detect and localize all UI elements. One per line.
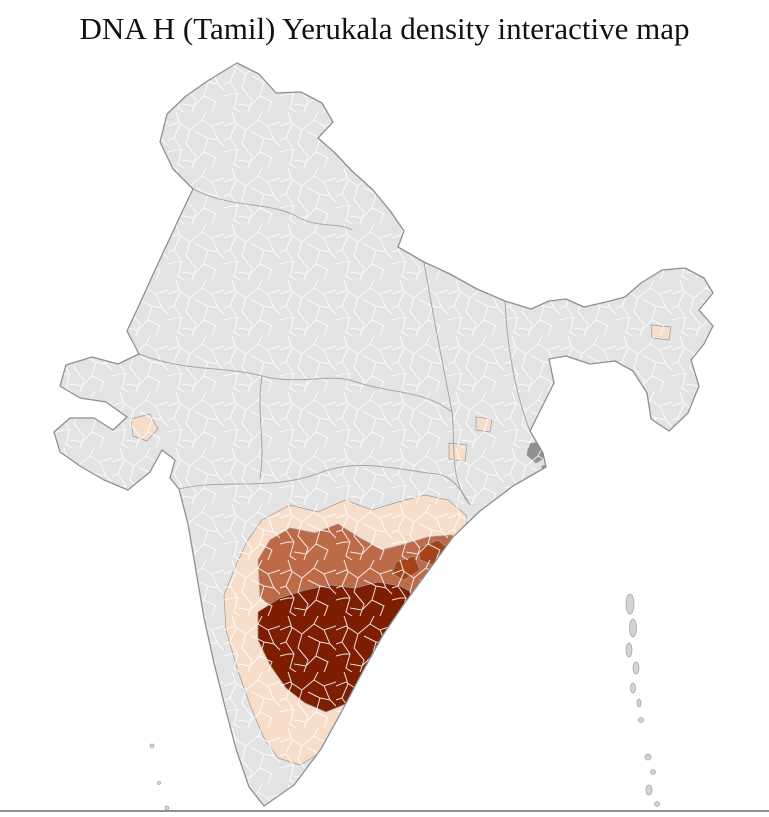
lakshadweep-islands[interactable] xyxy=(149,743,170,811)
country-outline xyxy=(53,62,714,807)
island xyxy=(644,753,652,761)
island xyxy=(164,805,170,811)
island xyxy=(630,682,636,694)
island xyxy=(629,618,637,638)
island xyxy=(654,801,660,807)
state-borders xyxy=(138,188,531,506)
island xyxy=(149,743,155,749)
district-borders-overlay xyxy=(54,63,713,806)
island xyxy=(625,593,635,615)
island xyxy=(650,769,656,775)
island xyxy=(625,642,633,658)
island xyxy=(157,781,161,785)
andaman-nicobar-islands[interactable] xyxy=(625,593,660,807)
bottom-divider xyxy=(0,810,769,812)
island xyxy=(632,661,640,675)
page-title: DNA H (Tamil) Yerukala density interacti… xyxy=(79,11,690,46)
island xyxy=(645,784,653,796)
island xyxy=(636,698,642,708)
island xyxy=(638,717,644,723)
